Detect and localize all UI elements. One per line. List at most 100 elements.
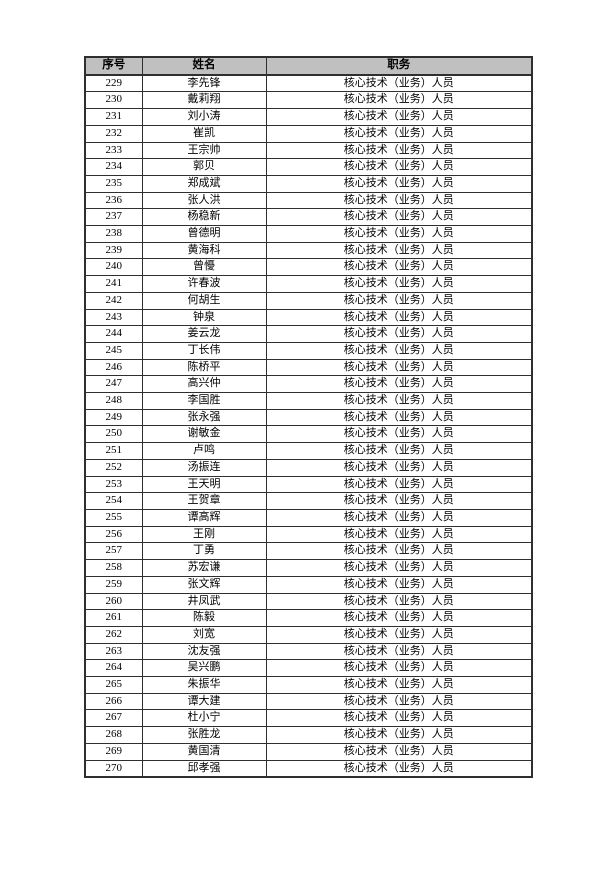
table-row: 233 王宗帅 核心技术（业务）人员 — [84, 141, 533, 160]
title-cell: 核心技术（业务）人员 — [265, 575, 533, 594]
name-cell: 邱孝强 — [141, 759, 267, 778]
title-cell: 核心技术（业务）人员 — [265, 392, 533, 410]
name-cell: 刘小涛 — [141, 108, 267, 126]
title-cell: 核心技术（业务）人员 — [265, 225, 533, 243]
serial-cell: 263 — [84, 642, 143, 661]
title-cell: 核心技术（业务）人员 — [265, 124, 533, 143]
title-cell: 核心技术（业务）人员 — [265, 559, 533, 577]
name-cell: 李先锋 — [141, 74, 267, 93]
serial-cell: 243 — [84, 308, 143, 327]
name-cell: 吴兴鹏 — [141, 659, 267, 678]
title-cell: 核心技术（业务）人员 — [265, 642, 533, 661]
title-cell: 核心技术（业务）人员 — [265, 141, 533, 160]
serial-cell: 255 — [84, 508, 143, 527]
table-row: 261 陈毅 核心技术（业务）人员 — [84, 609, 533, 627]
title-cell: 核心技术（业务）人员 — [265, 241, 533, 260]
name-cell: 黄海科 — [141, 241, 267, 260]
name-cell: 张胜龙 — [141, 726, 267, 744]
title-cell: 核心技术（业务）人员 — [265, 91, 533, 110]
name-cell: 陈桥平 — [141, 358, 267, 377]
title-cell: 核心技术（业务）人员 — [265, 158, 533, 176]
serial-cell: 235 — [84, 174, 143, 193]
name-cell: 王宗帅 — [141, 141, 267, 160]
title-cell: 核心技术（业务）人员 — [265, 258, 533, 277]
title-cell: 核心技术（业务）人员 — [265, 676, 533, 694]
table-row: 255 谭高辉 核心技术（业务）人员 — [84, 508, 533, 527]
serial-cell: 251 — [84, 442, 143, 460]
serial-cell: 267 — [84, 709, 143, 728]
title-cell: 核心技术（业务）人员 — [265, 191, 533, 210]
name-cell: 张文辉 — [141, 575, 267, 594]
serial-cell: 231 — [84, 108, 143, 126]
serial-cell: 248 — [84, 392, 143, 410]
title-cell: 核心技术（业务）人员 — [265, 108, 533, 126]
title-cell: 核心技术（业务）人员 — [265, 508, 533, 527]
title-cell: 核心技术（业务）人员 — [265, 692, 533, 711]
serial-cell: 261 — [84, 609, 143, 627]
serial-cell: 252 — [84, 458, 143, 477]
name-cell: 李国胜 — [141, 392, 267, 410]
serial-cell: 230 — [84, 91, 143, 110]
title-cell: 核心技术（业务）人员 — [265, 625, 533, 644]
serial-cell: 268 — [84, 726, 143, 744]
table-row: 232 崔凯 核心技术（业务）人员 — [84, 124, 533, 143]
table-body: 229 李先锋 核心技术（业务）人员 230 戴莉翔 核心技术（业务）人员 23… — [84, 74, 533, 778]
title-cell: 核心技术（业务）人员 — [265, 609, 533, 627]
table-row: 256 王刚 核心技术（业务）人员 — [84, 525, 533, 544]
table-row: 235 郑成斌 核心技术（业务）人员 — [84, 174, 533, 193]
name-cell: 苏宏谦 — [141, 559, 267, 577]
table-row: 269 黄国清 核心技术（业务）人员 — [84, 742, 533, 761]
serial-cell: 266 — [84, 692, 143, 711]
serial-cell: 258 — [84, 559, 143, 577]
header-row: 序号 姓名 职务 — [84, 56, 533, 76]
table-row: 248 李国胜 核心技术（业务）人员 — [84, 392, 533, 410]
serial-cell: 257 — [84, 542, 143, 561]
title-cell: 核心技术（业务）人员 — [265, 759, 533, 778]
table-header: 序号 姓名 职务 — [84, 56, 533, 76]
name-cell: 刘宽 — [141, 625, 267, 644]
serial-cell: 253 — [84, 475, 143, 494]
title-cell: 核心技术（业务）人员 — [265, 291, 533, 310]
serial-cell: 232 — [84, 124, 143, 143]
table-row: 260 井凤武 核心技术（业务）人员 — [84, 592, 533, 611]
name-cell: 何胡生 — [141, 291, 267, 310]
name-cell: 井凤武 — [141, 592, 267, 611]
personnel-table: 序号 姓名 职务 229 李先锋 核心技术（业务）人员 230 戴莉翔 核心技术… — [84, 56, 533, 779]
title-cell: 核心技术（业务）人员 — [265, 341, 533, 360]
name-cell: 郭贝 — [141, 158, 267, 176]
serial-cell: 238 — [84, 225, 143, 243]
name-cell: 谢敏金 — [141, 425, 267, 444]
title-cell: 核心技术（业务）人员 — [265, 425, 533, 444]
title-cell: 核心技术（业务）人员 — [265, 659, 533, 678]
name-cell: 朱振华 — [141, 676, 267, 694]
table-row: 231 刘小涛 核心技术（业务）人员 — [84, 108, 533, 126]
table-row: 264 吴兴鹏 核心技术（业务）人员 — [84, 659, 533, 678]
title-cell: 核心技术（业务）人员 — [265, 275, 533, 293]
title-cell: 核心技术（业务）人员 — [265, 492, 533, 510]
table-row: 249 张永强 核心技术（业务）人员 — [84, 408, 533, 427]
name-cell: 张永强 — [141, 408, 267, 427]
title-cell: 核心技术（业务）人员 — [265, 408, 533, 427]
name-cell: 丁勇 — [141, 542, 267, 561]
table-row: 253 王天明 核心技术（业务）人员 — [84, 475, 533, 494]
name-cell: 陈毅 — [141, 609, 267, 627]
name-cell: 谭大建 — [141, 692, 267, 711]
serial-cell: 246 — [84, 358, 143, 377]
title-cell: 核心技术（业务）人员 — [265, 525, 533, 544]
serial-cell: 270 — [84, 759, 143, 778]
header-name: 姓名 — [141, 56, 267, 76]
name-cell: 沈友强 — [141, 642, 267, 661]
name-cell: 曾懮 — [141, 258, 267, 277]
table-row: 245 丁长伟 核心技术（业务）人员 — [84, 341, 533, 360]
table-row: 267 杜小宁 核心技术（业务）人员 — [84, 709, 533, 728]
name-cell: 高兴仲 — [141, 375, 267, 394]
serial-cell: 249 — [84, 408, 143, 427]
table-row: 258 苏宏谦 核心技术（业务）人员 — [84, 559, 533, 577]
serial-cell: 260 — [84, 592, 143, 611]
serial-cell: 254 — [84, 492, 143, 510]
table-row: 262 刘宽 核心技术（业务）人员 — [84, 625, 533, 644]
name-cell: 曾德明 — [141, 225, 267, 243]
name-cell: 崔凯 — [141, 124, 267, 143]
name-cell: 张人洪 — [141, 191, 267, 210]
serial-cell: 247 — [84, 375, 143, 394]
